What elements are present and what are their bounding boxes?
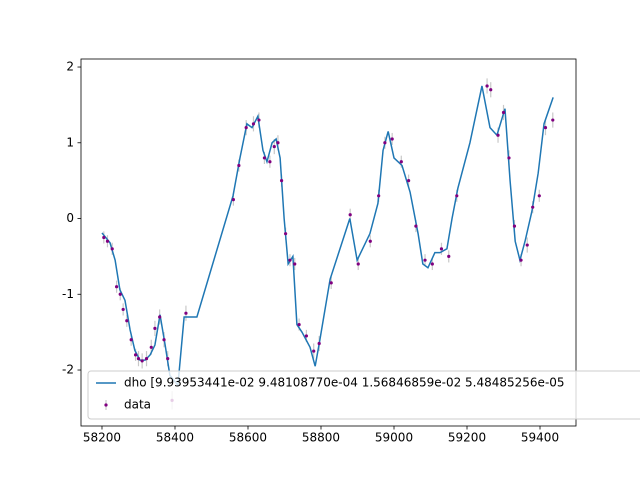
data-point: [105, 239, 110, 243]
x-tick-label: 59200: [448, 431, 486, 445]
data-point: [231, 197, 235, 202]
data-point: [184, 311, 188, 315]
data-point: [455, 194, 459, 198]
data-point: [368, 239, 372, 243]
data-point: [162, 338, 166, 342]
legend-label: dho [9.93953441e-02 9.48108770e-04 1.568…: [124, 376, 565, 390]
data-point: [543, 126, 548, 130]
data-point: [276, 141, 280, 145]
y-tick-label: -1: [62, 287, 74, 301]
data-point: [110, 247, 114, 251]
data-point: [262, 156, 267, 160]
plot-area: [101, 78, 555, 410]
x-tick-label: 59400: [521, 431, 559, 445]
data-point: [118, 292, 122, 296]
data-point: [399, 160, 403, 164]
data-point: [283, 232, 288, 236]
data-point: [114, 285, 119, 289]
y-tick-label: 1: [66, 135, 74, 149]
y-tick-label: 0: [66, 211, 74, 225]
legend-box: [87, 370, 640, 420]
data-point: [423, 258, 427, 262]
data-point: [501, 110, 506, 115]
data-point: [329, 281, 333, 285]
x-tick-label: 58600: [229, 431, 267, 445]
data-point: [272, 144, 276, 149]
data-point: [257, 118, 261, 122]
data-point: [279, 179, 284, 183]
x-tick-label: 58800: [302, 431, 340, 445]
data-point: [390, 137, 394, 141]
data-point: [383, 141, 387, 145]
data-point: [551, 118, 555, 122]
data-point: [512, 224, 517, 228]
data-point: [125, 319, 129, 323]
legend-label: data: [124, 398, 151, 412]
data-point: [144, 357, 149, 361]
data-point: [377, 194, 381, 198]
data-point: [317, 341, 321, 346]
data-point: [244, 126, 248, 130]
data-point: [531, 205, 535, 209]
data-point: [537, 194, 541, 198]
data-point: [158, 315, 162, 319]
x-tick-label: 59000: [375, 431, 413, 445]
data-point: [489, 88, 493, 92]
data-point: [304, 334, 308, 338]
data-point: [293, 262, 297, 266]
data-point: [312, 349, 316, 353]
data-point: [136, 357, 141, 361]
data-point: [166, 357, 170, 361]
legend-marker: [104, 403, 108, 407]
data-point: [149, 345, 153, 349]
data-point: [414, 224, 418, 228]
data-point: [297, 322, 301, 327]
data-point: [129, 338, 133, 342]
data-point: [237, 163, 241, 168]
data-point: [519, 258, 523, 262]
data-point: [133, 353, 138, 357]
axes-frame: [80, 58, 577, 427]
x-tick-label: 58200: [83, 431, 121, 445]
data-point: [525, 243, 529, 247]
data-point: [153, 326, 157, 330]
y-tick-label: -2: [62, 363, 74, 377]
data-point: [102, 235, 106, 240]
data-point: [507, 156, 511, 160]
y-tick-label: 2: [66, 60, 74, 74]
data-point: [348, 213, 352, 217]
data-point: [447, 254, 451, 258]
data-point: [439, 247, 444, 251]
x-tick-label: 58400: [156, 431, 194, 445]
data-point: [356, 262, 360, 266]
data-point: [430, 262, 434, 266]
data-point: [496, 133, 500, 137]
data-point: [485, 84, 489, 88]
data-point: [251, 122, 256, 126]
data-point: [288, 258, 292, 262]
data-point: [140, 359, 144, 363]
data-point: [268, 160, 272, 164]
data-point: [121, 307, 125, 312]
data-point: [407, 179, 411, 183]
model-line: [101, 85, 554, 388]
